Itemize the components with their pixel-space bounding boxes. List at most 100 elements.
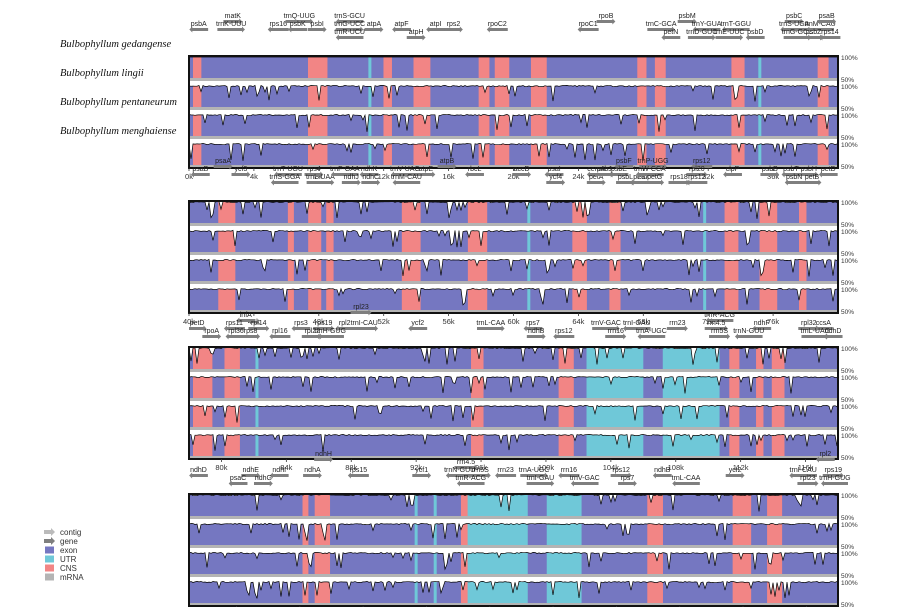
identity-curve [188, 84, 839, 102]
gene-arrow [390, 171, 419, 178]
cns-segment [401, 201, 421, 226]
species-label-4: Bulbophyllum menghaiense [60, 126, 177, 137]
x-tick-label: 92k [410, 463, 422, 472]
gene-arrow [520, 472, 548, 479]
gene-arrow [652, 472, 672, 479]
cns-segment [218, 288, 236, 313]
gene-label: petA [589, 174, 604, 181]
gene-arrow [610, 472, 632, 479]
gene-arrow [745, 34, 765, 41]
cns-segment [307, 143, 328, 168]
y-tick-100: 100% [841, 55, 858, 62]
x-tick-label: 28k [637, 172, 649, 181]
gene-label: petL [633, 174, 647, 181]
cns-segment [471, 347, 484, 372]
legend-exon-label: exon [60, 546, 77, 555]
gene-arrow [350, 309, 372, 316]
gene-arrow [799, 171, 819, 178]
gene-label: rpl23 [353, 304, 369, 311]
cns-segment [383, 143, 392, 168]
gene-arrow [623, 325, 651, 332]
gene-arrow [217, 26, 245, 33]
gene-label: psbB [762, 166, 778, 173]
gene-arrow [361, 179, 381, 186]
gene-arrow [677, 18, 697, 25]
gene-arrow [546, 179, 566, 186]
utr-segment [433, 581, 437, 606]
gene-label: trnS-UGA [779, 21, 810, 28]
cns-segment [637, 143, 647, 168]
gene-label: cemA [587, 166, 605, 173]
mrna-strip [189, 603, 838, 606]
gene-arrow [437, 163, 457, 170]
utr-segment [414, 552, 418, 577]
gene-arrow [306, 179, 335, 186]
gene-label: trnS-GCU [334, 13, 365, 20]
cns-segment [558, 347, 574, 372]
y-tick-100: 100% [841, 113, 858, 120]
gene-label: rbcL [468, 166, 482, 173]
x-tick-label: 116k [798, 463, 814, 472]
cns-segment [193, 85, 202, 110]
mrna-strip [189, 281, 838, 284]
gene-arrow [213, 163, 233, 170]
gene-label: trnA-UGC [636, 328, 667, 335]
gene-label: rrn16 [561, 467, 577, 474]
track-1: 100% 50% [189, 55, 858, 84]
gene-label: ycf4 [549, 174, 562, 181]
cns-segment [756, 405, 764, 430]
cns-segment [799, 288, 807, 313]
gene-arrow [616, 179, 635, 186]
utr-segment [703, 201, 707, 226]
cns-segment [224, 376, 240, 401]
gene-label: trnR-UCU [334, 29, 365, 36]
x-tick-label: 48k [313, 317, 325, 326]
gene-arrow [223, 18, 243, 25]
gene-arrow [469, 472, 491, 479]
x-tick-label: 40k [183, 317, 195, 326]
x-tick-label: 60k [507, 317, 519, 326]
gene-arrow [270, 179, 299, 186]
identity-gap [189, 201, 838, 219]
mrna-strip [189, 398, 838, 401]
cns-segment [471, 376, 484, 401]
gene-arrow [269, 333, 291, 340]
cns-segment [326, 259, 334, 284]
utr-segment [467, 523, 528, 548]
gene-label: psbL [618, 174, 633, 181]
gene-arrow [304, 171, 324, 178]
mrna-strip [189, 165, 838, 168]
gene-label: atpB [440, 158, 455, 165]
gene-label: psbE [611, 166, 627, 173]
gene-arrow [335, 34, 364, 41]
identity-curve [188, 522, 839, 541]
x-tick-label: 104k [603, 463, 620, 472]
y-tick-50: 50% [841, 426, 854, 433]
gene-arrow [495, 472, 517, 479]
utr-segment [255, 376, 259, 401]
cns-segment [654, 143, 666, 168]
gene-label: psaB [819, 13, 835, 20]
gene-label: atpE [419, 166, 434, 173]
cns-segment [729, 405, 740, 430]
gene-label: rps14 [821, 29, 839, 36]
gene-arrow [692, 26, 721, 33]
gene-label: rps11 [226, 320, 243, 327]
gene-arrow [637, 333, 666, 340]
utr-segment [703, 259, 707, 284]
cns-segment [326, 288, 334, 313]
cns-segment [530, 56, 547, 81]
identity-gap [189, 114, 838, 132]
cns-segment [732, 523, 752, 548]
gene-label: trnE-UUC [714, 29, 744, 36]
gene-label: psbJ [597, 166, 612, 173]
mrna-strip [189, 516, 838, 519]
cns-segment [654, 85, 666, 110]
gene-label: trnW-CCA [634, 166, 666, 173]
gene-arrow [596, 18, 616, 25]
cns-segment [494, 143, 510, 168]
gene-arrow [274, 171, 302, 178]
gene-arrow [241, 333, 261, 340]
y-tick-100: 100% [841, 258, 858, 265]
cns-segment [478, 85, 490, 110]
